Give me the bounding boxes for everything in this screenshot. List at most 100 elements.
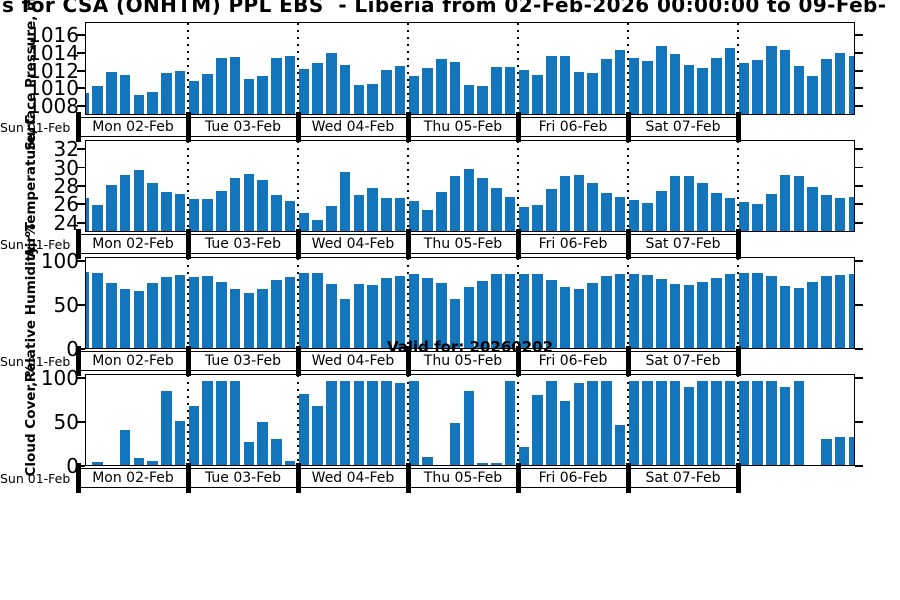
bar: [793, 381, 805, 465]
dotted-gridline: [407, 375, 409, 465]
dotted-gridline: [517, 23, 519, 114]
day-boundary-bar: [406, 463, 411, 493]
day-boundary-bar: [186, 346, 191, 376]
day-box: Wed 04-Feb: [298, 468, 408, 488]
bar: [408, 274, 420, 348]
day-boundary-bar: [516, 112, 521, 142]
bar: [174, 194, 186, 231]
bar: [642, 202, 653, 231]
bar: [339, 172, 351, 231]
bar: [147, 182, 158, 231]
bar: [216, 381, 227, 465]
tick-mark: [855, 87, 863, 90]
bar: [752, 59, 763, 114]
bar: [628, 381, 640, 465]
bar: [449, 175, 461, 231]
dotted-gridline: [627, 23, 629, 114]
day-boundary-bar: [296, 112, 301, 142]
bar: [587, 183, 598, 231]
date-strip-row: Sun 01-Feb Mon 02-Feb Tue 03-Feb Wed 04-Feb…: [0, 229, 900, 259]
bar: [669, 284, 681, 348]
bar: [477, 86, 488, 114]
dotted-gridline: [517, 141, 519, 231]
bar: [436, 283, 447, 348]
dotted-gridline: [407, 23, 409, 114]
bar: [766, 194, 777, 231]
tick-mark: [855, 465, 863, 467]
day-boundary-bar: [516, 229, 521, 259]
dotted-gridline: [407, 258, 409, 348]
bar: [312, 405, 323, 465]
bar: [284, 56, 296, 114]
bar: [738, 381, 750, 465]
day-boundary-bar: [186, 229, 191, 259]
dotted-gridline: [627, 141, 629, 231]
y-tick-label: 24: [53, 210, 79, 235]
bar: [298, 212, 310, 231]
y-tick-label: 1014: [28, 41, 79, 65]
bar: [477, 462, 488, 465]
bar: [793, 65, 805, 114]
axis-start-date-label: Sun 01-Feb: [0, 471, 71, 486]
bar: [587, 282, 598, 348]
y-tick-label: 1016: [28, 23, 79, 48]
cloud-cover-panel: [85, 374, 855, 466]
bar: [243, 441, 255, 465]
bar: [834, 275, 846, 348]
tick-mark: [77, 34, 85, 37]
tick-mark: [855, 105, 863, 107]
bar: [697, 281, 708, 348]
tick-mark: [77, 105, 85, 107]
bar: [284, 276, 296, 348]
day-boundary-bar: [736, 463, 741, 493]
bar: [339, 64, 351, 114]
bar: [724, 47, 736, 114]
bar: [573, 288, 585, 348]
dotted-gridline: [187, 375, 189, 465]
bar: [119, 429, 131, 465]
tick-mark: [77, 421, 85, 423]
bar: [573, 174, 585, 231]
bar: [326, 381, 337, 465]
day-boundary-bar: [626, 229, 631, 259]
bar: [779, 49, 791, 114]
day-box: Thu 05-Feb: [408, 351, 518, 371]
bar: [367, 187, 378, 231]
day-box: Tue 03-Feb: [188, 351, 298, 371]
bar: [216, 281, 227, 348]
day-boundary-bar: [296, 346, 301, 376]
day-box: Thu 05-Feb: [408, 234, 518, 254]
tick-mark: [77, 348, 85, 350]
bar: [532, 204, 543, 231]
bar: [779, 174, 791, 231]
bar: [229, 178, 241, 231]
day-box: Sat 07-Feb: [628, 468, 738, 488]
axis-start-date-label: Sun 01-Feb: [0, 237, 71, 252]
bar: [106, 185, 117, 231]
bar: [202, 381, 213, 465]
bar: [587, 73, 598, 114]
bar: [257, 288, 268, 348]
bar: [463, 286, 475, 348]
bar: [202, 199, 213, 231]
bar: [807, 281, 818, 348]
day-boundary-bar: [516, 346, 521, 376]
bar: [229, 57, 241, 114]
dotted-gridline: [627, 258, 629, 348]
bar: [669, 381, 681, 465]
day-boundary-bar: [736, 112, 741, 142]
tick-mark: [77, 377, 85, 380]
bar: [834, 437, 846, 465]
bar: [298, 272, 310, 348]
tick-mark: [77, 260, 85, 263]
bar: [628, 58, 640, 114]
bar: [559, 176, 571, 231]
bar: [449, 423, 461, 465]
bar: [546, 188, 557, 231]
day-boundary-bar: [626, 463, 631, 493]
tick-mark: [855, 221, 863, 224]
bar: [711, 193, 722, 231]
y-tick-label: 1010: [28, 76, 79, 101]
bar: [724, 274, 736, 348]
tick-mark: [77, 69, 85, 72]
